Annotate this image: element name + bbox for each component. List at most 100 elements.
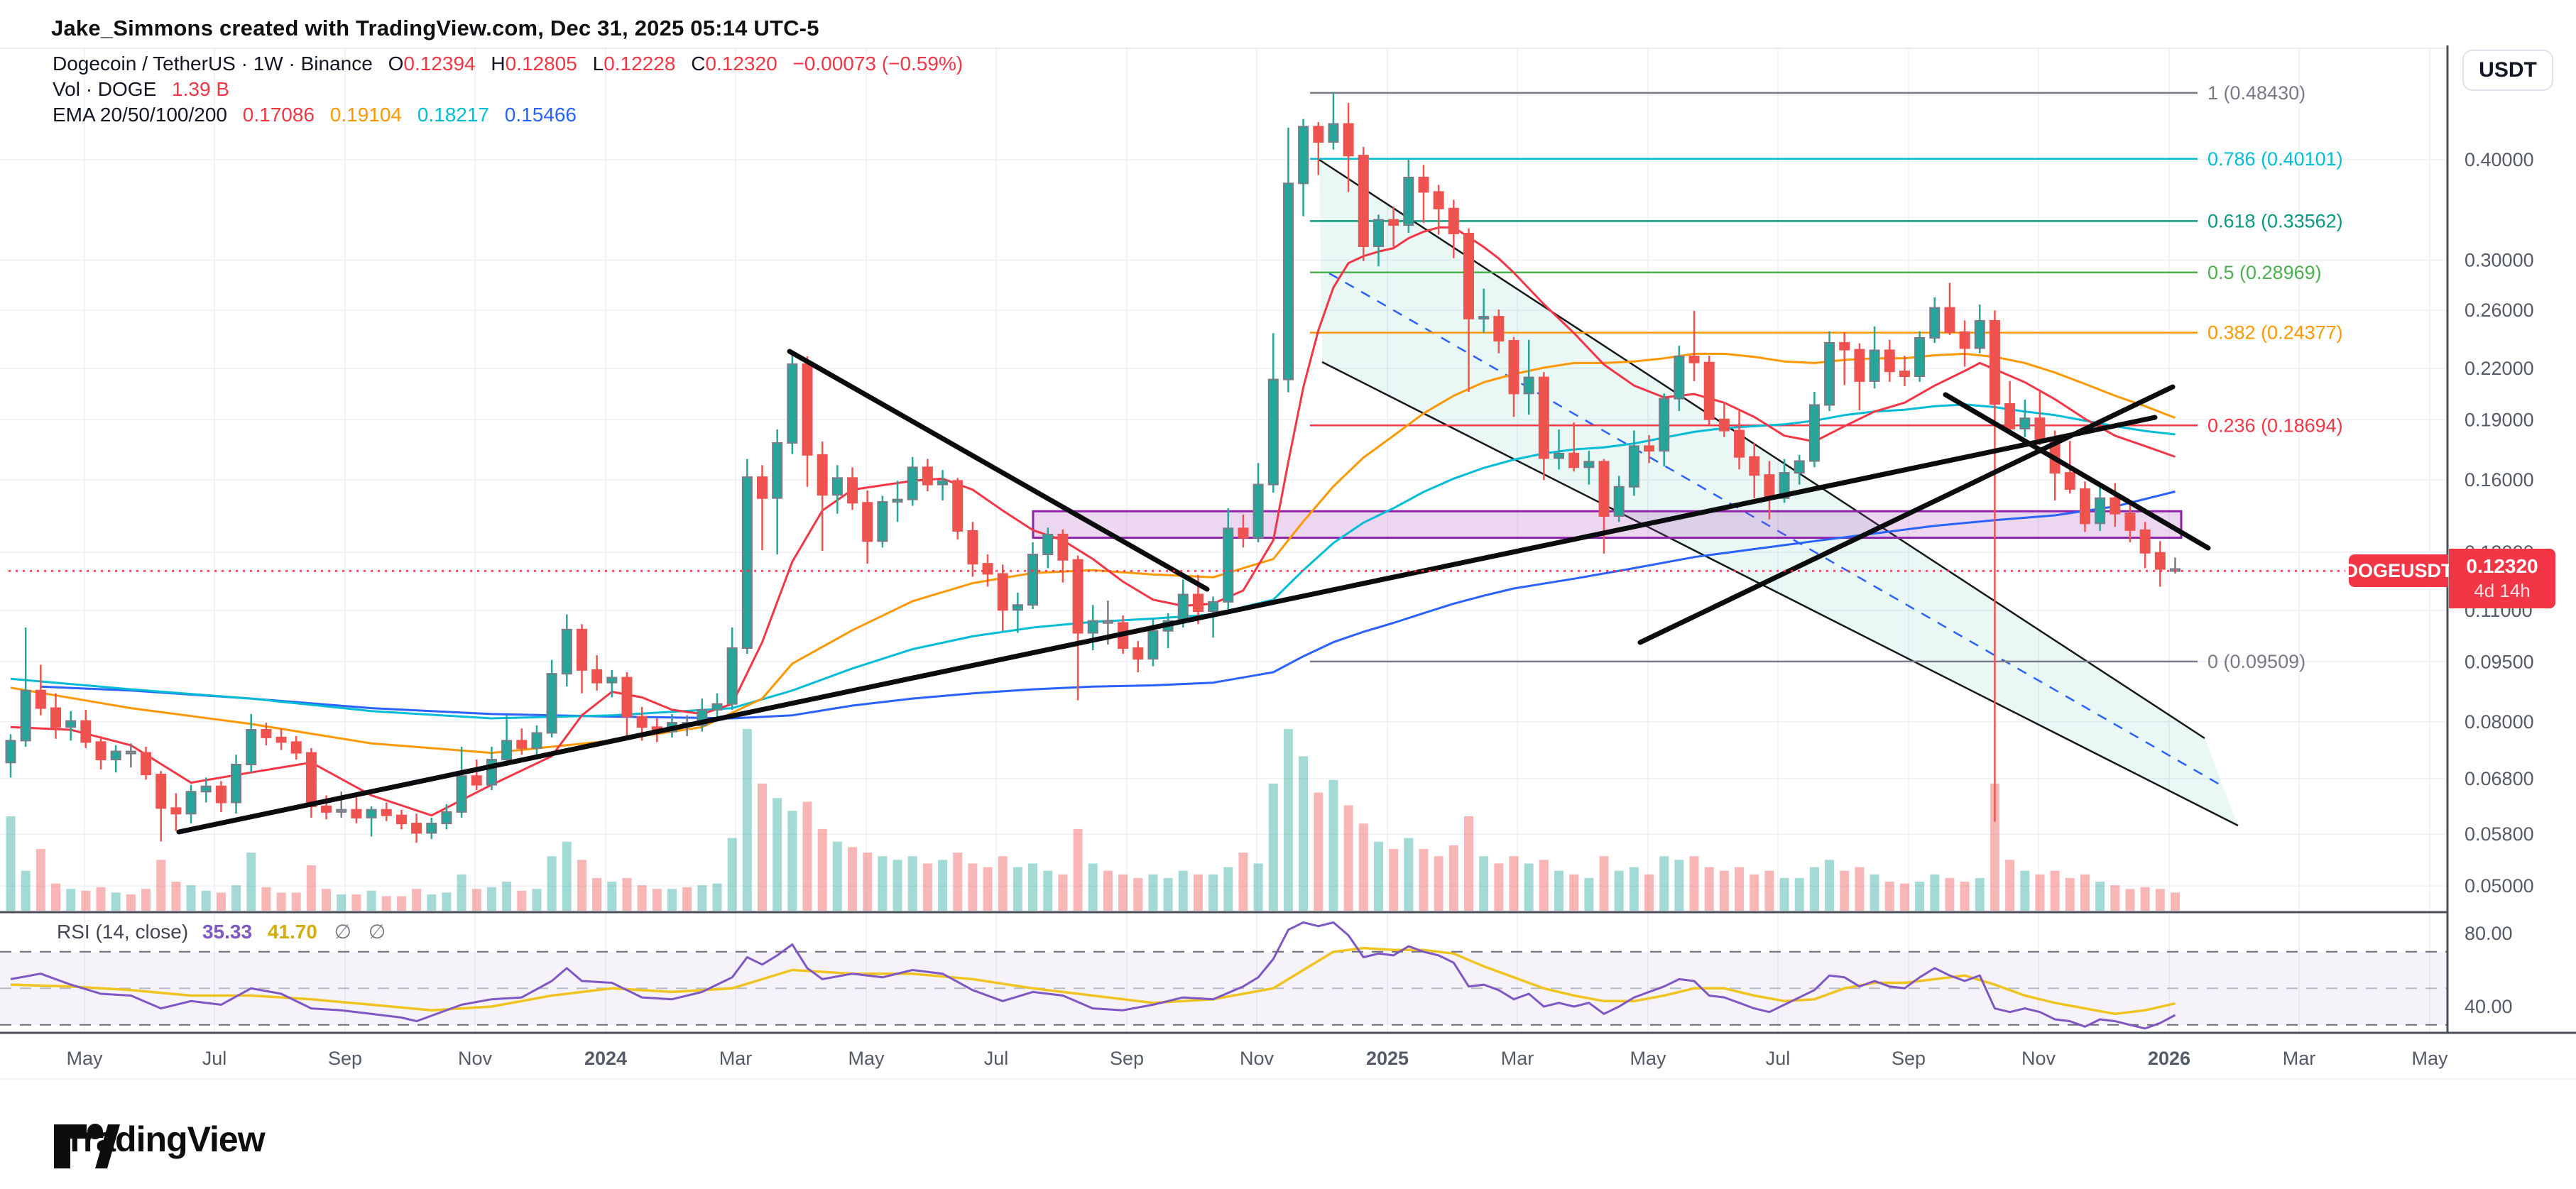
tradingview-logo[interactable]: TradingView xyxy=(53,1119,266,1168)
candle-body xyxy=(471,775,482,786)
time-tick-label[interactable]: Jul xyxy=(202,1048,227,1069)
time-tick-label[interactable]: 2025 xyxy=(1366,1048,1409,1069)
candle-body xyxy=(1448,207,1459,234)
volume-bar xyxy=(1629,867,1639,911)
rsi-tick-label[interactable]: 40.00 xyxy=(2465,996,2513,1017)
candle-body xyxy=(1688,356,1700,363)
candle-body xyxy=(2064,472,2075,490)
volume-bar xyxy=(1223,867,1233,911)
volume-bar xyxy=(953,853,963,911)
candle-body xyxy=(561,628,572,675)
time-tick-label[interactable]: 2026 xyxy=(2148,1048,2190,1069)
volume-bar xyxy=(1163,877,1173,911)
price-tick-label[interactable]: 0.30000 xyxy=(2465,250,2534,271)
volume-bar xyxy=(381,896,391,911)
volume-bar xyxy=(968,863,978,911)
time-tick-label[interactable]: Nov xyxy=(1240,1048,1275,1069)
candle-body xyxy=(1703,361,1715,420)
price-tick-label[interactable]: 0.05000 xyxy=(2465,875,2534,897)
volume-bar xyxy=(832,841,842,911)
price-tick-label[interactable]: 0.16000 xyxy=(2465,469,2534,491)
volume-bar xyxy=(983,867,993,911)
time-tick-label[interactable]: Sep xyxy=(1892,1048,1926,1069)
candle-body xyxy=(5,740,16,764)
time-tick-label[interactable]: Nov xyxy=(458,1048,493,1069)
time-tick-label[interactable]: Jul xyxy=(1766,1048,1791,1069)
symbol-title: Dogecoin / TetherUS · 1W · Binance xyxy=(53,53,373,75)
time-tick-label[interactable]: May xyxy=(66,1048,103,1069)
candle-body xyxy=(576,628,587,671)
volume-bar xyxy=(848,847,858,911)
volume-bar xyxy=(442,892,452,911)
time-tick-label[interactable]: May xyxy=(848,1048,885,1069)
volume-bar xyxy=(6,816,16,911)
volume-bar xyxy=(396,896,406,911)
price-tick-label[interactable]: 0.05800 xyxy=(2465,823,2534,845)
price-tick-label[interactable]: 0.22000 xyxy=(2465,358,2534,379)
volume-bar xyxy=(261,887,271,911)
candle-body xyxy=(591,669,603,684)
candle-body xyxy=(847,477,858,504)
volume-row[interactable]: Vol · DOGE 1.39 B xyxy=(53,77,963,102)
candle-body xyxy=(952,480,964,532)
time-tick-label[interactable]: Sep xyxy=(1110,1048,1144,1069)
volume-bar xyxy=(322,889,332,911)
price-tick-label[interactable]: 0.40000 xyxy=(2465,149,2534,170)
candle-body xyxy=(1072,559,1084,634)
candle-body xyxy=(2019,417,2031,429)
candle-body xyxy=(366,809,377,818)
volume-bar xyxy=(366,890,376,911)
volume-bar xyxy=(938,860,948,911)
currency-toggle-button[interactable]: USDT xyxy=(2462,50,2553,91)
price-tick-label[interactable]: 0.09500 xyxy=(2465,651,2534,672)
time-tick-label[interactable]: Jul xyxy=(984,1048,1009,1069)
candle-body xyxy=(741,476,753,650)
ema-100-line xyxy=(10,403,2176,720)
volume-bar xyxy=(2110,885,2120,911)
candle-body xyxy=(1929,307,1941,339)
fib-label-0.786: 0.786 (0.40101) xyxy=(2207,148,2343,170)
volume-bar xyxy=(1088,863,1098,911)
price-tick-label[interactable]: 0.06800 xyxy=(2465,768,2534,789)
rsi-tick-label[interactable]: 80.00 xyxy=(2465,923,2513,944)
volume-bar xyxy=(2035,874,2045,911)
volume-bar xyxy=(1614,870,1624,911)
candle-body xyxy=(336,809,347,813)
volume-bar xyxy=(1899,883,1909,911)
volume-bar xyxy=(1328,779,1338,911)
volume-bar xyxy=(1434,856,1443,911)
volume-bar xyxy=(2140,887,2150,911)
price-tick-label[interactable]: 0.26000 xyxy=(2465,300,2534,321)
candle-body xyxy=(110,750,121,761)
volume-bar xyxy=(1389,848,1399,911)
price-tick-label[interactable]: 0.08000 xyxy=(2465,711,2534,733)
ema-row[interactable]: EMA 20/50/100/200 0.17086 0.19104 0.1821… xyxy=(53,102,963,128)
volume-bar xyxy=(2170,892,2180,911)
candle-body xyxy=(35,689,46,709)
volume-bar xyxy=(1569,874,1579,911)
volume-bar xyxy=(817,828,827,911)
rsi-ma-value: 41.70 xyxy=(267,921,317,943)
volume-bar xyxy=(1253,863,1263,911)
symbol-row[interactable]: Dogecoin / TetherUS · 1W · Binance O0.12… xyxy=(53,51,963,77)
volume-bar xyxy=(1268,783,1278,911)
volume-bar xyxy=(1494,863,1504,911)
time-tick-label[interactable]: May xyxy=(1630,1048,1666,1069)
volume-bar xyxy=(787,811,797,911)
price-tick-label[interactable]: 0.19000 xyxy=(2465,409,2534,430)
time-tick-label[interactable]: May xyxy=(2411,1048,2448,1069)
volume-bar xyxy=(1419,848,1429,911)
time-tick-label[interactable]: 2024 xyxy=(584,1048,627,1069)
candle-body xyxy=(290,741,302,754)
time-tick-label[interactable]: Sep xyxy=(328,1048,362,1069)
time-tick-label[interactable]: Mar xyxy=(2283,1048,2316,1069)
time-tick-label[interactable]: Nov xyxy=(2021,1048,2056,1069)
candle-body xyxy=(787,363,798,444)
time-tick-label[interactable]: Mar xyxy=(719,1048,753,1069)
rsi-empty-set-icon: ∅ xyxy=(334,921,352,943)
volume-bar xyxy=(276,892,286,911)
candle-body xyxy=(1027,554,1039,606)
time-tick-label[interactable]: Mar xyxy=(1501,1048,1534,1069)
candle-body xyxy=(1824,341,1835,406)
